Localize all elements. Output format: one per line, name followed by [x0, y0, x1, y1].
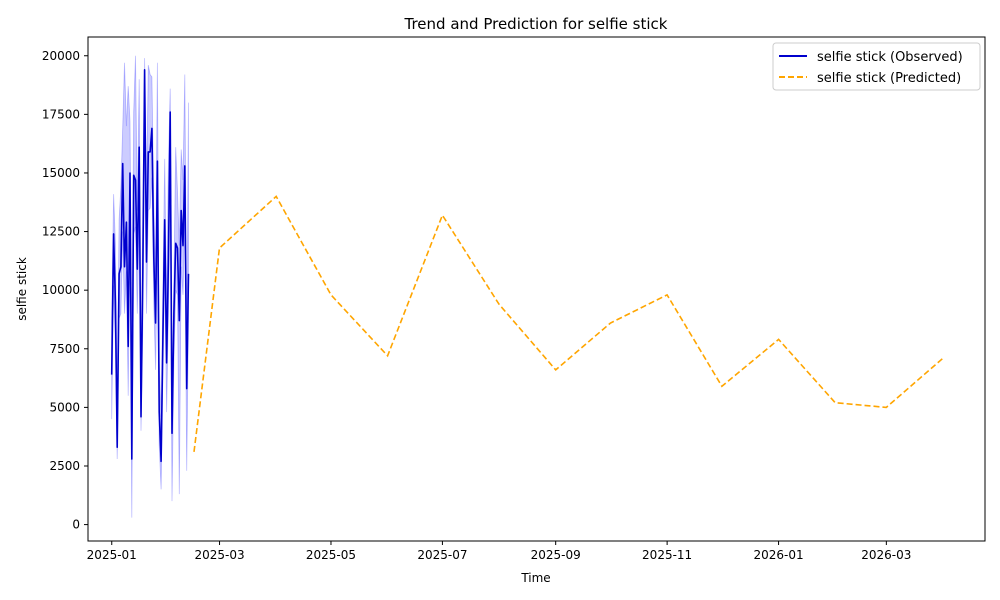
y-tick-label: 0: [72, 518, 80, 532]
observed-confidence-band: [111, 55, 189, 518]
x-tick-label: 2025-05: [306, 548, 356, 562]
x-tick-label: 2025-11: [642, 548, 692, 562]
x-tick-label: 2026-01: [753, 548, 803, 562]
x-tick-label: 2025-07: [417, 548, 467, 562]
y-tick-label: 20000: [42, 49, 80, 63]
y-tick-label: 5000: [49, 400, 80, 414]
y-tick-label: 10000: [42, 283, 80, 297]
y-tick-label: 2500: [49, 459, 80, 473]
legend-predicted-label: selfie stick (Predicted): [817, 71, 961, 86]
plot-frame: [87, 36, 986, 542]
x-axis-label: Time: [520, 571, 550, 585]
x-tick-label: 2025-09: [531, 548, 581, 562]
legend-box: [772, 42, 981, 91]
y-tick-label: 15000: [42, 166, 80, 180]
chart-title: Trend and Prediction for selfie stick: [404, 15, 668, 33]
predicted-series-line: [193, 195, 944, 452]
legend-observed-label: selfie stick (Observed): [817, 50, 963, 65]
y-axis-label: selfie stick: [15, 257, 29, 321]
x-tick-label: 2025-01: [87, 548, 137, 562]
y-tick-label: 7500: [49, 342, 80, 356]
y-tick-label: 17500: [42, 107, 80, 121]
x-tick-label: 2026-03: [861, 548, 911, 562]
legend: selfie stick (Observed) selfie stick (Pr…: [772, 42, 981, 91]
x-tick-label: 2025-03: [194, 548, 244, 562]
observed-series-line: [110, 69, 190, 463]
y-tick-label: 12500: [42, 225, 80, 239]
